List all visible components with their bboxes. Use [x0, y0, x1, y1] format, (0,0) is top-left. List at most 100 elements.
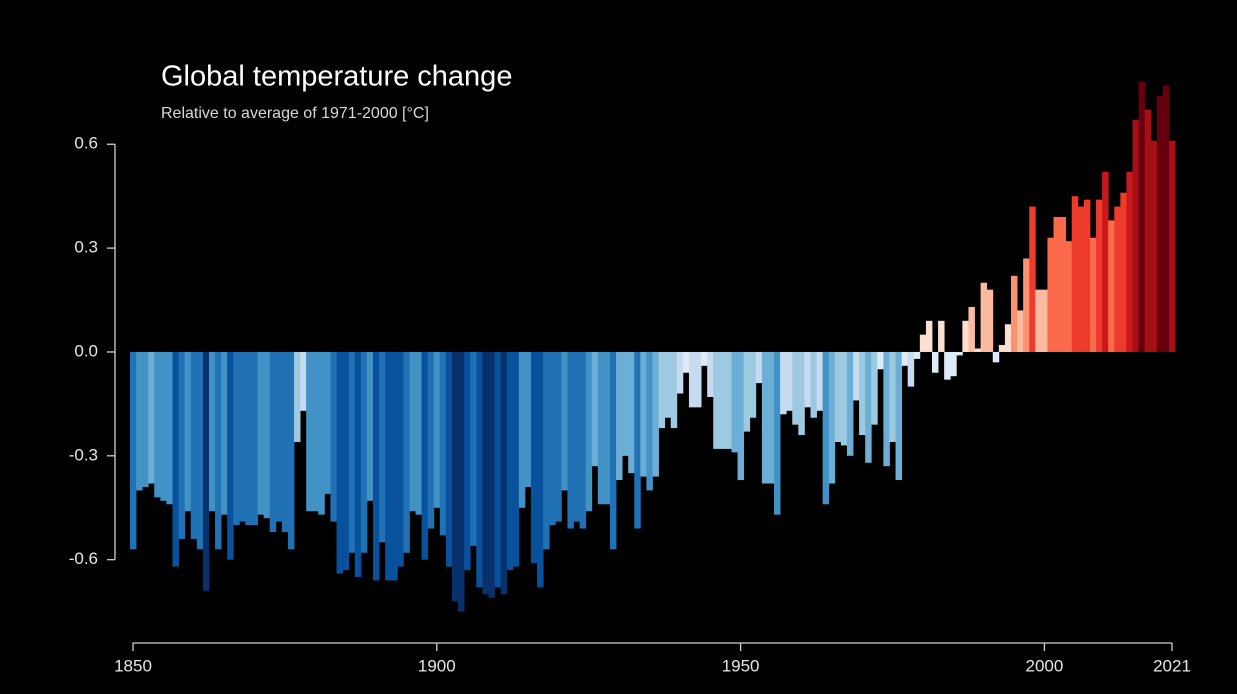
bar — [603, 351, 611, 505]
bar — [518, 351, 526, 508]
bar — [883, 351, 890, 467]
bar — [816, 351, 824, 411]
bar — [1144, 109, 1152, 352]
bar — [1023, 258, 1030, 352]
bar — [409, 351, 416, 512]
bar — [731, 351, 738, 453]
bar — [743, 351, 751, 432]
bar — [646, 351, 653, 491]
bar — [166, 351, 173, 505]
bar — [579, 351, 587, 529]
bar — [354, 351, 362, 577]
bar — [573, 351, 580, 522]
bar — [1108, 220, 1115, 352]
bar — [494, 351, 501, 588]
bar — [1156, 95, 1164, 352]
bar — [263, 351, 271, 519]
bar — [591, 351, 599, 467]
bar — [1065, 241, 1073, 352]
bar — [500, 351, 508, 595]
chart-subtitle: Relative to average of 1971-2000 [°C] — [161, 105, 429, 122]
bar — [1150, 140, 1158, 352]
bar — [834, 351, 842, 442]
bar — [682, 351, 690, 373]
bar — [688, 351, 696, 408]
y-tick-label: 0.6 — [74, 134, 98, 153]
bar — [275, 351, 283, 522]
bar — [233, 351, 240, 526]
bar — [1071, 196, 1079, 352]
bar — [415, 351, 423, 515]
bar — [786, 351, 793, 411]
bar — [755, 351, 763, 384]
bar — [622, 351, 629, 456]
bar — [1132, 120, 1139, 352]
bar — [482, 351, 489, 595]
bar — [269, 351, 277, 532]
bar — [336, 351, 344, 574]
bar — [749, 351, 757, 418]
bar — [810, 351, 817, 418]
bar — [877, 351, 884, 370]
bar — [840, 351, 848, 446]
bar — [1089, 237, 1097, 352]
x-tick-label: 1850 — [114, 656, 152, 675]
bar — [421, 351, 429, 560]
bar — [227, 351, 234, 560]
bar — [634, 351, 641, 529]
bar — [142, 351, 149, 487]
bar — [1120, 192, 1127, 352]
bar — [907, 351, 915, 387]
bar — [956, 351, 963, 356]
bar — [609, 351, 617, 550]
bar — [1096, 199, 1103, 352]
bar — [822, 351, 830, 505]
bar — [1053, 216, 1060, 352]
bar — [476, 351, 483, 588]
bar — [737, 351, 745, 481]
bar — [385, 351, 392, 581]
bar — [366, 351, 374, 501]
bar — [1162, 85, 1170, 352]
bar — [767, 351, 775, 484]
bar — [992, 351, 1000, 363]
bar — [184, 351, 192, 512]
bar — [658, 351, 666, 429]
bar — [160, 351, 167, 501]
bar — [458, 351, 465, 612]
bar — [190, 351, 198, 539]
bar — [780, 351, 787, 415]
bar — [980, 282, 988, 352]
bar — [1029, 206, 1036, 352]
bar — [713, 351, 720, 449]
bar — [427, 351, 435, 529]
bar — [1168, 140, 1176, 352]
y-tick-label: -0.3 — [69, 445, 98, 464]
bar — [506, 351, 514, 571]
bar — [931, 351, 939, 373]
bar — [1010, 275, 1018, 352]
bar — [439, 351, 447, 536]
bar — [281, 351, 289, 532]
bar — [664, 351, 672, 418]
bar — [719, 351, 726, 449]
bar — [373, 351, 380, 581]
bar — [792, 351, 799, 425]
x-tick-label: 2021 — [1153, 656, 1191, 675]
bar — [938, 320, 945, 352]
bar — [215, 351, 222, 550]
bar — [919, 334, 927, 352]
bar — [202, 351, 210, 591]
bar — [1059, 216, 1067, 352]
bar — [342, 351, 350, 571]
bar — [1114, 206, 1121, 352]
bar — [865, 351, 872, 463]
bar — [828, 351, 836, 484]
bar — [530, 351, 538, 564]
bar — [433, 351, 441, 508]
bar — [1083, 199, 1091, 352]
bar — [670, 351, 678, 429]
bar — [512, 351, 520, 567]
bar — [676, 351, 684, 394]
